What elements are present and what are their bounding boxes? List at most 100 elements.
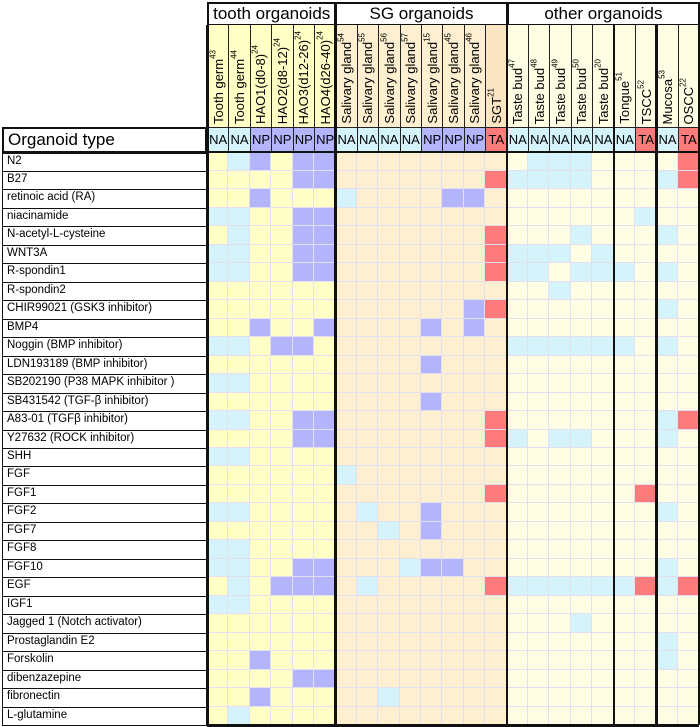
matrix-cell [528, 429, 550, 449]
matrix-cell [463, 595, 486, 615]
matrix-cell [528, 614, 550, 633]
matrix-cell [335, 207, 357, 227]
matrix-cell [463, 207, 486, 227]
matrix-cell [506, 484, 528, 504]
reference-number: 57 [400, 33, 410, 43]
matrix-cell [207, 281, 229, 301]
matrix-cell [421, 374, 443, 393]
matrix-cell [656, 374, 678, 393]
column-name: Taste bud [510, 67, 526, 124]
matrix-cell [463, 484, 486, 504]
matrix-cell [463, 337, 486, 356]
organoid-type-badge: NA [549, 127, 572, 153]
matrix-cell [506, 540, 528, 559]
matrix-cell [335, 669, 357, 689]
matrix-cell [335, 632, 357, 652]
matrix-cell [463, 688, 486, 707]
group-header: other organoids [506, 2, 700, 26]
factor-label: R-spondin2 [2, 281, 207, 302]
matrix-cell [207, 189, 229, 208]
matrix-cell [378, 448, 400, 467]
matrix-cell [592, 300, 614, 319]
matrix-cell [335, 152, 357, 171]
matrix-cell [635, 429, 657, 449]
matrix-cell [592, 152, 614, 171]
matrix-cell [271, 503, 293, 522]
matrix-cell [378, 411, 400, 430]
matrix-cell [635, 669, 657, 689]
matrix-cell [528, 484, 550, 504]
matrix-cell [207, 614, 229, 633]
matrix-cell [528, 392, 550, 412]
matrix-cell [656, 337, 678, 356]
matrix-cell [613, 540, 635, 559]
matrix-cell [249, 503, 272, 522]
matrix-cell [485, 669, 507, 689]
matrix-cell [421, 429, 443, 449]
matrix-cell [399, 448, 421, 467]
matrix-cell [228, 595, 250, 615]
organoid-type-badge: NA [613, 127, 636, 153]
matrix-cell [421, 595, 443, 615]
matrix-cell [207, 244, 229, 264]
matrix-cell [613, 355, 635, 375]
matrix-cell [378, 337, 400, 356]
matrix-cell [399, 466, 421, 485]
matrix-cell [506, 614, 528, 633]
matrix-cell [207, 429, 229, 449]
factor-label: LDN193189 (BMP inhibitor) [2, 355, 207, 376]
matrix-cell [463, 558, 486, 578]
matrix-cell [677, 411, 700, 430]
matrix-cell [528, 411, 550, 430]
matrix-cell [356, 595, 379, 615]
matrix-cell [549, 263, 571, 282]
column-name: Tooth germ [210, 58, 226, 124]
matrix-cell [249, 429, 272, 449]
matrix-cell [463, 226, 486, 245]
matrix-cell [335, 466, 357, 485]
reference-number: 49 [550, 58, 560, 68]
matrix-cell [292, 226, 314, 245]
matrix-cell [592, 318, 614, 338]
matrix-cell [271, 688, 293, 707]
matrix-cell [228, 281, 250, 301]
matrix-cell [613, 577, 635, 596]
matrix-cell [463, 392, 486, 412]
matrix-cell [506, 706, 528, 726]
matrix-cell [528, 263, 550, 282]
matrix-cell [271, 651, 293, 670]
matrix-cell [677, 595, 700, 615]
matrix-cell [635, 244, 657, 264]
matrix-cell [442, 411, 464, 430]
reference-number: 52 [636, 79, 646, 89]
column-header: Tooth germ44 [228, 25, 251, 128]
matrix-cell [613, 152, 635, 171]
matrix-cell [506, 300, 528, 319]
matrix-cell [378, 152, 400, 171]
matrix-cell [677, 392, 700, 412]
matrix-cell [677, 484, 700, 504]
matrix-cell [528, 706, 550, 726]
matrix-cell [207, 226, 229, 245]
column-header: Taste bud48 [528, 25, 551, 128]
column-name: Salivary gland [424, 42, 440, 124]
matrix-cell [399, 244, 421, 264]
matrix-cell [421, 521, 443, 541]
matrix-cell [399, 374, 421, 393]
matrix-cell [378, 632, 400, 652]
matrix-cell [292, 540, 314, 559]
matrix-cell [314, 207, 336, 227]
matrix-cell [549, 632, 571, 652]
matrix-cell [570, 374, 593, 393]
matrix-cell [207, 540, 229, 559]
matrix-cell [656, 448, 678, 467]
matrix-cell [249, 374, 272, 393]
factor-label: SHH [2, 448, 207, 468]
matrix-cell [356, 337, 379, 356]
matrix-cell [207, 207, 229, 227]
matrix-cell [335, 300, 357, 319]
matrix-cell [592, 540, 614, 559]
matrix-cell [314, 503, 336, 522]
matrix-cell [485, 503, 507, 522]
matrix-cell [635, 706, 657, 726]
